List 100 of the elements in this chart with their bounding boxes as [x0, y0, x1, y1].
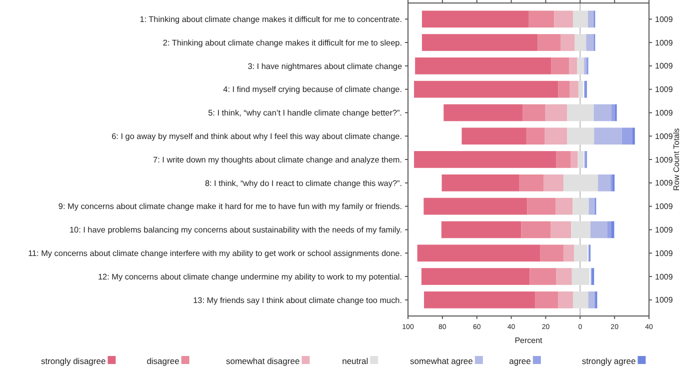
bar: [594, 128, 622, 145]
y-tick-label: 8: I think, “why do I react to climate change this way?”.: [204, 178, 402, 188]
bar: [570, 80, 578, 98]
bar: [545, 104, 568, 122]
legend-label: somewhat disagree: [226, 356, 300, 366]
bar: [577, 57, 584, 74]
bar: [574, 34, 586, 51]
bar: [414, 151, 556, 168]
y-tick-label: 7: I write down my thoughts about climate change and analyze them.: [153, 155, 402, 164]
bar: [588, 291, 594, 308]
y2-tick-label: 1009: [655, 178, 674, 188]
bar: [574, 244, 588, 262]
bar: [611, 104, 615, 122]
y2-tick-label: 1009: [655, 108, 674, 118]
y-tick-label: 2: Thinking about climate change makes it difficult for me to sleep.: [162, 38, 402, 48]
y-tick-label: 12: My concerns about climate change undermine my ability to work to my potential.: [98, 272, 402, 282]
legend-label: neutral: [342, 356, 368, 366]
bar: [422, 34, 538, 51]
y2-tick-label: 1009: [655, 132, 674, 141]
bar: [527, 198, 556, 215]
bar: [519, 174, 544, 192]
bar: [535, 291, 558, 308]
legend-label: strongly disagree: [40, 356, 106, 366]
bar: [422, 10, 528, 28]
bar: [578, 151, 584, 168]
bar: [556, 151, 571, 168]
bar: [424, 198, 528, 215]
y2-tick-label: 1009: [655, 62, 674, 71]
x-axis-title: Percent: [514, 336, 544, 345]
bar: [554, 10, 574, 28]
bar: [526, 128, 545, 145]
bar: [530, 268, 556, 285]
bar: [556, 198, 573, 215]
bar: [528, 10, 554, 28]
y2-tick-label: 1009: [655, 202, 674, 212]
bar: [543, 174, 564, 192]
bar: [462, 128, 526, 145]
bar: [558, 291, 574, 308]
legend-label: somewhat agree: [410, 356, 474, 366]
bar: [558, 80, 570, 98]
bar: [550, 221, 572, 238]
bar: [414, 80, 558, 98]
bar: [521, 221, 551, 238]
y2-tick-label: 1009: [655, 296, 674, 305]
bar: [572, 268, 590, 285]
bar: [540, 244, 564, 262]
bar: [610, 174, 613, 192]
bar: [573, 291, 588, 308]
bar: [441, 221, 522, 238]
bar: [551, 57, 570, 74]
bar: [590, 221, 608, 238]
bar: [444, 104, 523, 122]
y-tick-label: 13: My friends say I think about climate change too much.: [193, 296, 402, 305]
bar: [571, 221, 590, 238]
bar: [424, 291, 536, 308]
bar: [632, 128, 635, 145]
bar: [573, 10, 588, 28]
bar: [598, 174, 610, 192]
bar: [567, 128, 594, 145]
y2-tick-label: 1009: [655, 85, 674, 94]
bar: [594, 104, 612, 122]
bar: [563, 244, 574, 262]
bar: [421, 268, 530, 285]
legend-label: agree: [509, 356, 532, 366]
bar: [611, 221, 614, 238]
bar: [586, 34, 594, 51]
y-tick-label: 3: I have nightmares about climate change: [248, 62, 402, 71]
y-tick-label: 4: I find myself crying because of climate change.: [223, 85, 402, 94]
y-tick-label: 6: I go away by myself and think about why I feel this way about climate change.: [112, 132, 402, 141]
bar: [567, 104, 594, 122]
bar: [578, 80, 583, 98]
bar: [570, 151, 578, 168]
y-tick-label: 10: I have problems balancing my concerns about sustainability with the needs of my family.: [69, 226, 402, 235]
bar: [563, 174, 598, 192]
bar: [417, 244, 540, 262]
y2-tick-label: 1009: [655, 14, 674, 24]
bar: [544, 128, 568, 145]
bar: [415, 57, 552, 74]
bar: [538, 34, 561, 51]
bar: [556, 268, 572, 285]
bar: [569, 57, 578, 74]
bar: [588, 198, 594, 215]
bar: [592, 268, 594, 285]
y-tick-label: 1: Thinking about climate change makes it difficult for me to concentrate.: [140, 14, 402, 24]
bar: [522, 104, 546, 122]
y2-tick-label: 1009: [655, 226, 674, 234]
bar: [607, 221, 612, 238]
y-tick-label: 9: My concerns about climate change make it hard for me to have fun with my family or friends.: [58, 202, 402, 212]
y2-tick-label: 1009: [655, 272, 674, 282]
y2-tick-label: 1009: [655, 248, 674, 258]
bar: [442, 174, 520, 192]
bar: [622, 128, 632, 145]
legend-label: disagree: [146, 356, 180, 366]
legend-label: strongly agree: [582, 356, 636, 366]
bar: [572, 198, 589, 215]
y2-tick-label: 1009: [655, 38, 674, 48]
y-tick-label: 11: My concerns about climate change interfere with my ability to get work or school assignments done.: [28, 248, 402, 258]
y2-axis-title: Row Count Totals: [672, 128, 681, 191]
bar: [588, 10, 594, 28]
y2-tick-label: 1009: [655, 155, 674, 164]
